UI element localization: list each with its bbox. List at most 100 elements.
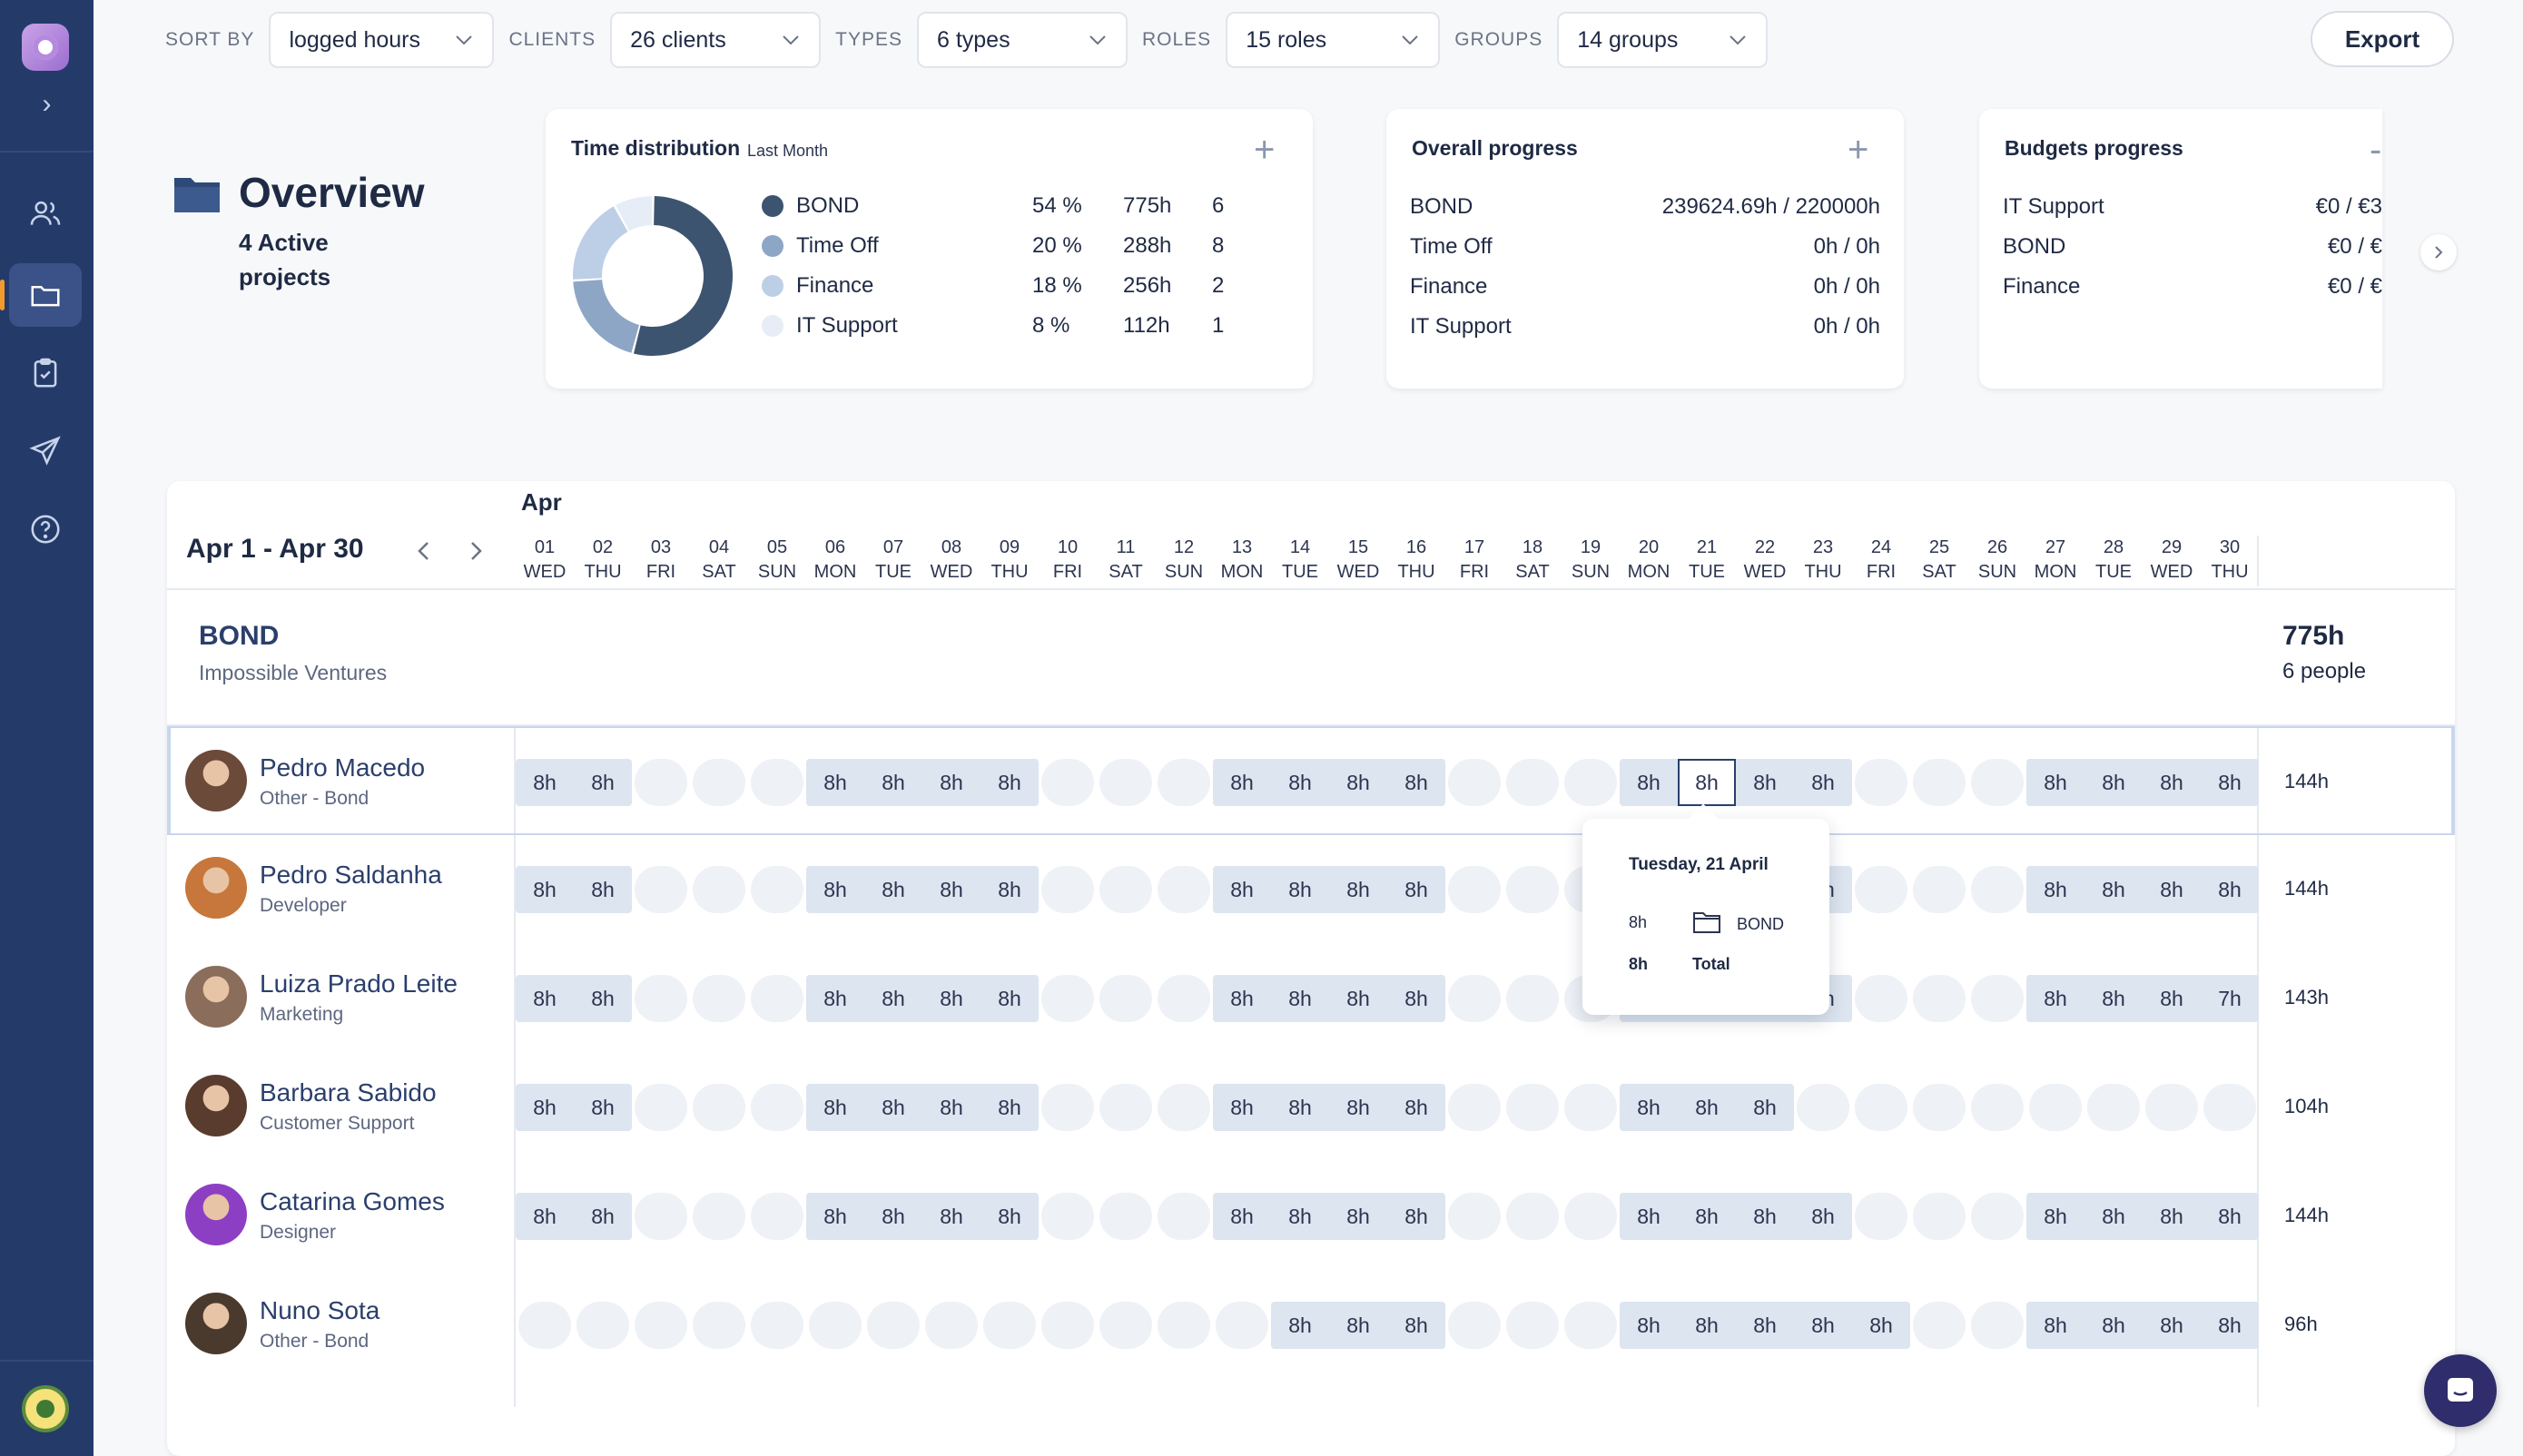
person-row[interactable]: Nuno Sota Other - Bond 96h 8h 8h 8h 8h 8h 8h 8h 8h… bbox=[167, 1271, 2455, 1380]
day-cell[interactable]: 8h bbox=[2143, 1302, 2201, 1349]
day-cell[interactable]: 8h bbox=[2201, 1302, 2259, 1349]
day-cell[interactable] bbox=[1099, 1084, 1152, 1131]
day-cell[interactable] bbox=[635, 759, 687, 806]
day-cell[interactable] bbox=[751, 866, 803, 913]
day-cell[interactable]: 8h bbox=[2143, 759, 2201, 806]
day-cell[interactable]: 8h bbox=[2143, 1193, 2201, 1240]
day-cell[interactable] bbox=[1041, 1302, 1094, 1349]
day-cell[interactable]: 8h bbox=[2143, 866, 2201, 913]
day-cell[interactable]: 8h bbox=[864, 866, 922, 913]
day-cell[interactable]: 8h bbox=[1794, 1302, 1852, 1349]
day-cell[interactable] bbox=[1971, 1084, 2024, 1131]
day-cell[interactable] bbox=[1564, 759, 1617, 806]
person-row[interactable]: Barbara Sabido Customer Support 104h 8h 8h 8h… bbox=[167, 1053, 2455, 1162]
organization-avatar[interactable] bbox=[22, 1385, 69, 1432]
day-cell[interactable]: 8h bbox=[1620, 759, 1678, 806]
nav-projects[interactable] bbox=[0, 263, 82, 327]
day-cell[interactable] bbox=[751, 975, 803, 1022]
day-cell[interactable]: 8h bbox=[806, 866, 864, 913]
day-cell[interactable] bbox=[1506, 1084, 1559, 1131]
day-cell[interactable] bbox=[1041, 1084, 1094, 1131]
day-cell[interactable] bbox=[1099, 1302, 1152, 1349]
day-cell[interactable]: 8h bbox=[1620, 1084, 1678, 1131]
day-cell[interactable]: 8h bbox=[1736, 1193, 1794, 1240]
day-cell[interactable]: 8h bbox=[2201, 866, 2259, 913]
day-cell[interactable] bbox=[1158, 975, 1210, 1022]
day-cell[interactable] bbox=[867, 1302, 920, 1349]
day-cell[interactable]: 8h bbox=[1329, 1084, 1387, 1131]
day-cell[interactable] bbox=[2029, 1084, 2082, 1131]
day-cell[interactable]: 8h bbox=[981, 975, 1039, 1022]
filter-select[interactable]: 26 clients bbox=[610, 12, 822, 68]
day-cell[interactable]: 8h bbox=[981, 759, 1039, 806]
chevron-left-icon[interactable] bbox=[410, 536, 438, 566]
nav-people[interactable] bbox=[9, 182, 82, 245]
day-cell[interactable] bbox=[1448, 1193, 1501, 1240]
day-cell[interactable] bbox=[1099, 759, 1152, 806]
day-cell[interactable]: 8h bbox=[922, 1084, 981, 1131]
day-cell[interactable] bbox=[1913, 866, 1966, 913]
day-cell[interactable] bbox=[1971, 866, 2024, 913]
day-cell[interactable] bbox=[1564, 1193, 1617, 1240]
day-cell[interactable] bbox=[1855, 1193, 1907, 1240]
add-icon[interactable]: + bbox=[1254, 130, 1276, 170]
day-cell[interactable] bbox=[1855, 975, 1907, 1022]
day-cell[interactable] bbox=[1158, 866, 1210, 913]
day-cell[interactable]: 8h bbox=[2143, 975, 2201, 1022]
day-cell[interactable] bbox=[1506, 1302, 1559, 1349]
day-cell[interactable]: 8h bbox=[516, 759, 574, 806]
day-cell[interactable]: 8h bbox=[2026, 759, 2084, 806]
day-cell[interactable] bbox=[1041, 759, 1094, 806]
day-cell[interactable]: 8h bbox=[922, 759, 981, 806]
day-cell[interactable]: 8h bbox=[806, 1193, 864, 1240]
day-cell[interactable]: 8h bbox=[1852, 1302, 1910, 1349]
day-cell[interactable]: 8h bbox=[2084, 975, 2143, 1022]
day-cell[interactable] bbox=[1041, 866, 1094, 913]
day-cell[interactable]: 8h bbox=[1387, 1302, 1445, 1349]
day-cell[interactable]: 8h bbox=[2026, 975, 2084, 1022]
day-cell[interactable]: 8h bbox=[574, 866, 632, 913]
day-cell[interactable]: 8h bbox=[1329, 866, 1387, 913]
day-cell[interactable]: 8h bbox=[1213, 866, 1271, 913]
day-cell[interactable] bbox=[1041, 1193, 1094, 1240]
day-cell[interactable] bbox=[693, 1193, 745, 1240]
day-cell[interactable]: 8h bbox=[1271, 975, 1329, 1022]
day-cell[interactable] bbox=[518, 1302, 571, 1349]
day-cell[interactable]: 8h bbox=[1271, 759, 1329, 806]
export-button[interactable]: Export bbox=[2311, 11, 2454, 67]
day-cell[interactable]: 8h bbox=[1620, 1302, 1678, 1349]
day-cell[interactable] bbox=[693, 1302, 745, 1349]
filter-select[interactable]: 14 groups bbox=[1557, 12, 1769, 68]
day-cell[interactable]: 8h bbox=[1329, 975, 1387, 1022]
person-row[interactable]: Pedro Macedo Other - Bond 144h 8h 8h 8h 8h 8h 8h… bbox=[167, 726, 2455, 835]
day-cell[interactable] bbox=[1216, 1302, 1268, 1349]
day-cell[interactable] bbox=[693, 975, 745, 1022]
day-cell[interactable]: 8h bbox=[1736, 1302, 1794, 1349]
day-cell[interactable] bbox=[1913, 759, 1966, 806]
day-cell[interactable] bbox=[1855, 759, 1907, 806]
day-cell[interactable] bbox=[1564, 1302, 1617, 1349]
day-cell[interactable]: 8h bbox=[1329, 1302, 1387, 1349]
day-cell[interactable]: 8h bbox=[1213, 1193, 1271, 1240]
day-cell[interactable] bbox=[1099, 975, 1152, 1022]
day-cell[interactable] bbox=[635, 866, 687, 913]
day-cell[interactable]: 8h bbox=[922, 1193, 981, 1240]
day-cell[interactable] bbox=[2203, 1084, 2256, 1131]
person-row[interactable]: Luiza Prado Leite Marketing 143h 8h 8h 8h 8h 8h… bbox=[167, 944, 2455, 1053]
add-icon[interactable]: - bbox=[2370, 130, 2382, 170]
day-cell[interactable] bbox=[1158, 759, 1210, 806]
day-cell[interactable]: 8h bbox=[864, 975, 922, 1022]
day-cell[interactable]: 8h bbox=[1213, 975, 1271, 1022]
day-cell[interactable] bbox=[2087, 1084, 2140, 1131]
day-cell[interactable]: 8h bbox=[1736, 1084, 1794, 1131]
day-cell[interactable]: 8h bbox=[1213, 1084, 1271, 1131]
day-cell[interactable] bbox=[1506, 759, 1559, 806]
day-cell[interactable] bbox=[1855, 866, 1907, 913]
day-cell[interactable] bbox=[1448, 975, 1501, 1022]
filter-select[interactable]: 6 types bbox=[916, 12, 1128, 68]
day-cell[interactable]: 8h bbox=[2084, 866, 2143, 913]
day-cell[interactable]: 8h bbox=[1678, 759, 1736, 806]
day-cell[interactable] bbox=[1971, 759, 2024, 806]
day-cell[interactable]: 8h bbox=[806, 759, 864, 806]
day-cell[interactable]: 8h bbox=[1387, 759, 1445, 806]
